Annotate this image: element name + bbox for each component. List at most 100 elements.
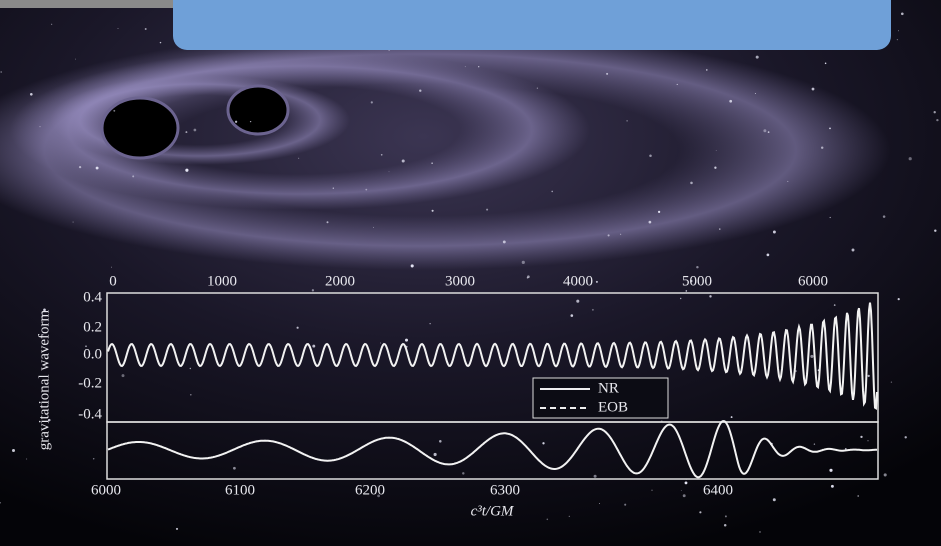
star (569, 516, 570, 517)
star (681, 490, 682, 491)
star (551, 191, 553, 193)
star (606, 73, 608, 75)
star (380, 343, 381, 344)
star (462, 472, 464, 474)
star (686, 290, 688, 292)
star (73, 222, 74, 223)
star (868, 375, 870, 377)
top-tick-label: 3000 (445, 273, 475, 289)
star (176, 528, 178, 530)
star (756, 56, 759, 59)
star (725, 515, 727, 517)
star (884, 473, 887, 476)
bottom-tick-label: 6400 (703, 482, 733, 498)
star (0, 71, 2, 73)
top-tick-label: 6000 (798, 273, 828, 289)
star (860, 436, 862, 438)
star (683, 494, 686, 497)
star (649, 221, 652, 224)
star (690, 182, 693, 185)
star (810, 355, 813, 358)
top-tick-label: 2000 (325, 273, 355, 289)
star (405, 339, 408, 342)
star (936, 119, 938, 121)
star (624, 504, 626, 506)
star (773, 231, 776, 234)
star (486, 209, 488, 211)
star (731, 416, 733, 418)
star (298, 158, 299, 159)
left-tick-label: -0.2 (78, 375, 102, 391)
star (620, 234, 621, 235)
star (145, 28, 147, 30)
star (160, 42, 161, 43)
star (411, 264, 414, 267)
star (724, 524, 727, 527)
left-tick-label: 0.2 (83, 319, 102, 335)
star (909, 157, 912, 160)
star (371, 101, 373, 103)
star (297, 327, 299, 329)
star (118, 28, 119, 29)
left-tick-label: 0.0 (83, 346, 102, 362)
star (250, 121, 251, 122)
star (96, 167, 99, 170)
star (93, 458, 94, 459)
star (658, 211, 660, 213)
scene: NR EOB gravitational waveform c³t/GM 010… (0, 0, 941, 546)
star (434, 453, 437, 456)
star (812, 88, 815, 91)
star (852, 249, 855, 252)
star (503, 240, 506, 243)
star (829, 128, 831, 130)
star (402, 159, 405, 162)
star (901, 12, 904, 15)
star (714, 167, 716, 169)
star (594, 475, 597, 478)
star (527, 275, 530, 278)
star (79, 166, 81, 168)
star (571, 314, 574, 317)
star (677, 84, 678, 85)
star (75, 59, 76, 60)
star (39, 126, 40, 127)
star (898, 298, 900, 300)
star (592, 309, 594, 311)
star (235, 121, 237, 123)
star (439, 440, 442, 443)
star (763, 129, 766, 132)
star (373, 227, 374, 228)
legend-label: NR (598, 380, 619, 396)
star (834, 304, 836, 306)
top-tick-label: 1000 (207, 273, 237, 289)
star (327, 221, 329, 223)
star (30, 93, 33, 96)
star (759, 531, 760, 532)
black-hole (228, 86, 288, 134)
star (608, 234, 610, 236)
top-strip (0, 0, 180, 8)
star (542, 442, 544, 444)
y-axis-label: gravitational waveform (36, 309, 52, 450)
bottom-tick-label: 6100 (225, 482, 255, 498)
black-hole (102, 98, 178, 158)
star (547, 519, 549, 521)
star (111, 267, 112, 268)
star (132, 175, 134, 177)
star (716, 150, 717, 151)
star (767, 254, 770, 257)
star (190, 394, 192, 396)
star (696, 266, 698, 268)
star (755, 93, 756, 94)
star (389, 171, 390, 172)
star (857, 495, 859, 497)
star (891, 381, 892, 382)
star (185, 131, 187, 133)
star (596, 281, 598, 283)
star (522, 261, 525, 264)
wave-ring (50, 75, 350, 165)
star (867, 440, 868, 441)
star (699, 511, 701, 513)
star (709, 295, 711, 297)
star (825, 63, 827, 65)
